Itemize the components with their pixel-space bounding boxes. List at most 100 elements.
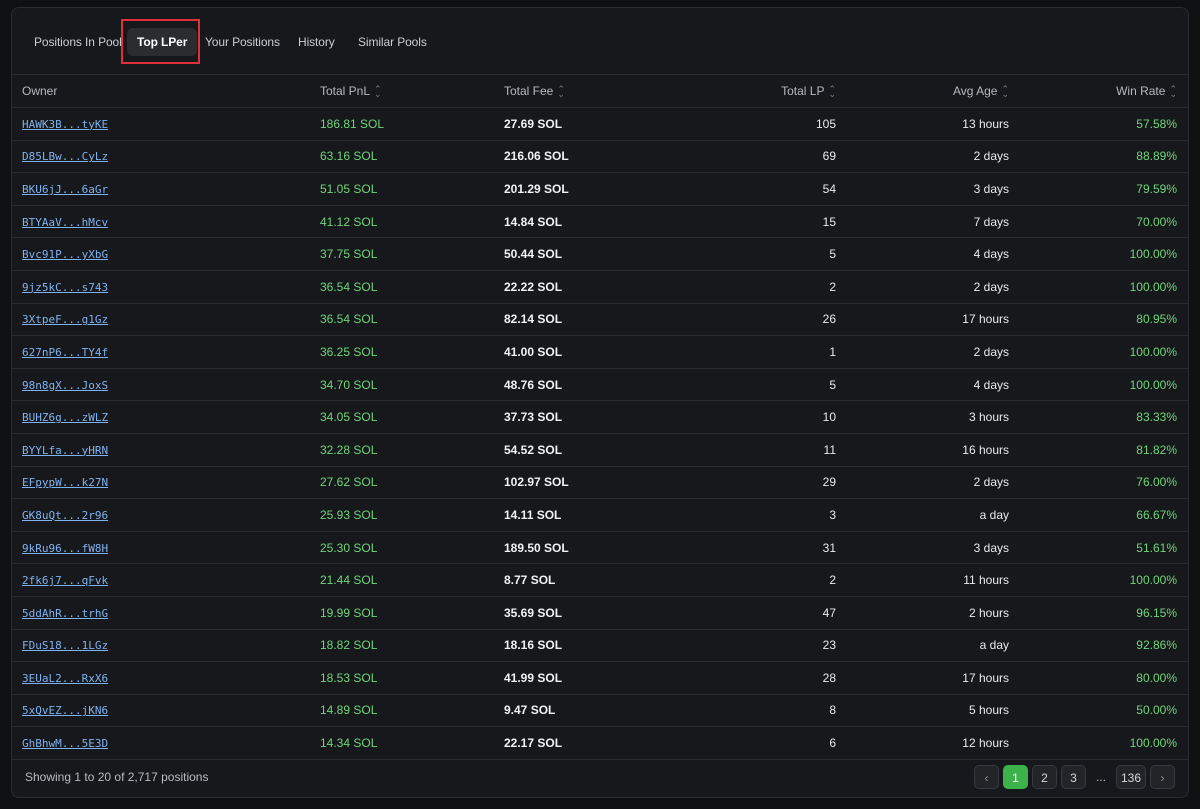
total-pnl-cell: 37.75 SOL [320, 237, 504, 271]
table-row: 3XtpeF...g1Gz 36.54 SOL 82.14 SOL 26 17 hour… [12, 303, 1188, 337]
total-fee-cell: 8.77 SOL [504, 563, 704, 597]
win-rate-cell: 80.95% [1009, 303, 1188, 337]
tab-similar-pools[interactable]: Similar Pools [358, 35, 427, 49]
total-fee-cell-value: 14.84 SOL [504, 214, 563, 229]
column-header-win-rate-label: Win Rate [1116, 84, 1166, 98]
total-pnl-cell-value: 36.54 SOL [320, 312, 378, 327]
table-row: 5ddAhR...trhG 19.99 SOL 35.69 SOL 47 2 hours… [12, 596, 1188, 630]
total-pnl-cell: 34.05 SOL [320, 400, 504, 434]
owner-link[interactable]: 3XtpeF...g1Gz [22, 313, 109, 327]
page-button-last[interactable]: 136 [1115, 765, 1146, 789]
owner-cell: EFpypW...k27N [12, 466, 320, 500]
owner-cell: 5ddAhR...trhG [12, 596, 320, 630]
avg-age-cell: 2 days [836, 270, 1009, 304]
page-button-3[interactable]: 3 [1060, 765, 1086, 789]
owner-link[interactable]: 9kRu96...fW8H [22, 541, 109, 555]
total-fee-cell-value: 82.14 SOL [504, 312, 563, 327]
win-rate-cell: 100.00% [1009, 237, 1188, 271]
total-fee-cell-value: 50.44 SOL [504, 247, 563, 262]
page-button-1[interactable]: 1 [1002, 765, 1028, 789]
owner-link[interactable]: 2fk6j7...qFvk [22, 574, 109, 588]
column-header-total-lp[interactable]: Total LP ⌃ ⌄ [704, 74, 836, 108]
avg-age-cell: 4 days [836, 237, 1009, 271]
sort-icon[interactable]: ⌃ ⌄ [828, 83, 836, 99]
tab-history[interactable]: History [298, 35, 335, 49]
owner-link[interactable]: BTYAaV...hMcv [22, 215, 109, 229]
owner-link[interactable]: HAWK3B...tyKE [22, 117, 109, 131]
column-header-win-rate[interactable]: Win Rate ⌃ ⌄ [1009, 74, 1188, 108]
total-lp-cell-value: 8 [829, 703, 836, 718]
owner-cell: 627nP6...TY4f [12, 335, 320, 369]
tab-top-lper[interactable]: Top LPer [127, 28, 198, 56]
total-fee-cell: 37.73 SOL [504, 400, 704, 434]
owner-link[interactable]: Bvc91P...yXbG [22, 248, 109, 262]
owner-link[interactable]: GK8uQt...2r96 [22, 508, 109, 522]
owner-link[interactable]: BKU6jJ...6aGr [22, 182, 109, 196]
chevron-left-icon[interactable]: ‹ [973, 765, 999, 789]
win-rate-cell: 83.33% [1009, 400, 1188, 434]
tab-your-positions[interactable]: Your Positions [205, 35, 280, 49]
total-lp-cell-value: 2 [829, 573, 836, 588]
total-pnl-cell: 14.34 SOL [320, 726, 504, 760]
win-rate-cell: 79.59% [1009, 172, 1188, 206]
owner-link[interactable]: 5xQvEZ...jKN6 [22, 704, 109, 718]
total-lp-cell: 29 [704, 466, 836, 500]
avg-age-cell: 13 hours [836, 107, 1009, 141]
total-pnl-cell: 36.54 SOL [320, 270, 504, 304]
total-fee-cell-value: 102.97 SOL [504, 475, 569, 490]
total-pnl-cell-value: 34.70 SOL [320, 377, 378, 392]
chevron-right-icon[interactable]: › [1150, 765, 1175, 789]
win-rate-cell-value: 100.00% [1129, 573, 1177, 588]
owner-link[interactable]: D85LBw...CyLz [22, 150, 109, 164]
owner-cell: FDuS18...1LGz [12, 629, 320, 663]
column-header-avg-age[interactable]: Avg Age ⌃ ⌄ [836, 74, 1009, 108]
table-row: GK8uQt...2r96 25.93 SOL 14.11 SOL 3 a day 66.… [12, 498, 1188, 532]
owner-link[interactable]: GhBhwM...5E3D [22, 737, 109, 751]
owner-link[interactable]: FDuS18...1LGz [22, 639, 109, 653]
owner-link[interactable]: 5ddAhR...trhG [22, 606, 109, 620]
column-header-total-fee[interactable]: Total Fee ⌃ ⌄ [504, 74, 704, 108]
total-pnl-cell: 25.93 SOL [320, 498, 504, 532]
tab-bar: Positions In Pool Top LPer Your Position… [12, 8, 1188, 74]
owner-link[interactable]: 627nP6...TY4f [22, 345, 109, 359]
sort-icon[interactable]: ⌃ ⌄ [374, 83, 382, 99]
owner-cell: 5xQvEZ...jKN6 [12, 694, 320, 728]
win-rate-cell: 88.89% [1009, 140, 1188, 174]
total-fee-cell: 22.17 SOL [504, 726, 704, 760]
sort-icon[interactable]: ⌃ ⌄ [1169, 83, 1177, 99]
total-fee-cell-value: 189.50 SOL [504, 540, 569, 555]
tab-positions-in-pool[interactable]: Positions In Pool [34, 35, 122, 49]
total-lp-cell: 23 [704, 629, 836, 663]
sort-icon[interactable]: ⌃ ⌄ [557, 83, 565, 99]
total-pnl-cell-value: 18.53 SOL [320, 670, 378, 685]
owner-link[interactable]: EFpypW...k27N [22, 476, 109, 490]
sort-icon[interactable]: ⌃ ⌄ [1001, 83, 1009, 99]
total-fee-cell-value: 9.47 SOL [504, 703, 556, 718]
avg-age-cell-value: 4 days [973, 377, 1009, 392]
owner-link[interactable]: 98n8gX...JoxS [22, 378, 109, 392]
table-row: 627nP6...TY4f 36.25 SOL 41.00 SOL 1 2 days 10… [12, 335, 1188, 369]
avg-age-cell: 4 days [836, 368, 1009, 402]
total-lp-cell-value: 105 [815, 116, 836, 131]
owner-link[interactable]: 3EUaL2...RxX6 [22, 671, 109, 685]
column-header-total-pnl[interactable]: Total PnL ⌃ ⌄ [320, 74, 504, 108]
table-row: 2fk6j7...qFvk 21.44 SOL 8.77 SOL 2 11 hours 1… [12, 563, 1188, 597]
column-header-total-fee-label: Total Fee [504, 84, 554, 98]
owner-link[interactable]: BUHZ6g...zWLZ [22, 411, 109, 425]
win-rate-cell-value: 80.95% [1136, 312, 1177, 327]
win-rate-cell-value: 83.33% [1136, 410, 1177, 425]
owner-cell: 2fk6j7...qFvk [12, 563, 320, 597]
owner-cell: BKU6jJ...6aGr [12, 172, 320, 206]
total-lp-cell: 5 [704, 368, 836, 402]
owner-link[interactable]: 9jz5kC...s743 [22, 280, 109, 294]
total-pnl-cell-value: 32.28 SOL [320, 442, 378, 457]
total-lp-cell-value: 47 [822, 605, 836, 620]
avg-age-cell: 2 days [836, 335, 1009, 369]
total-fee-cell: 82.14 SOL [504, 303, 704, 337]
page-button-2[interactable]: 2 [1031, 765, 1057, 789]
avg-age-cell: 17 hours [836, 303, 1009, 337]
owner-link[interactable]: BYYLfa...yHRN [22, 443, 109, 457]
total-fee-cell-value: 54.52 SOL [504, 442, 563, 457]
avg-age-cell-value: a day [979, 638, 1009, 653]
owner-cell: BTYAaV...hMcv [12, 205, 320, 239]
